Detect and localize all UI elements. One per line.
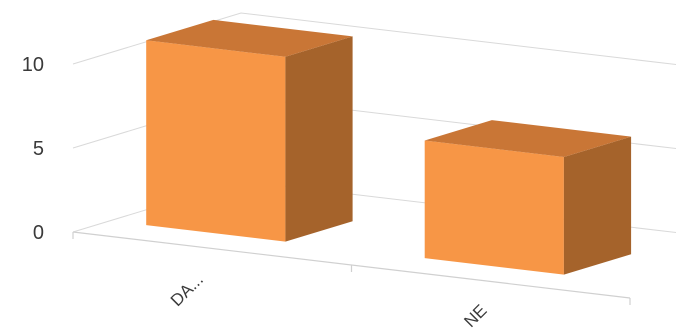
bar-side-1 — [563, 136, 632, 275]
x-tick-label-1: NE — [460, 301, 490, 331]
bar-top-1 — [424, 120, 632, 157]
axes — [72, 231, 631, 305]
bar-top-0 — [146, 19, 353, 57]
bar-front-0 — [146, 40, 286, 242]
bars — [146, 19, 632, 275]
bar-side-0 — [285, 36, 353, 242]
x-tick-label-0: DA... — [167, 270, 207, 310]
y-tick-label-10: 10 — [22, 54, 44, 76]
bar-front-1 — [424, 140, 564, 275]
y-tick-label-0: 0 — [33, 222, 44, 244]
y-tick-label-5: 5 — [33, 138, 44, 160]
bar-0 — [146, 19, 353, 242]
bar-1 — [424, 120, 632, 275]
gridline-10 — [72, 12, 676, 66]
